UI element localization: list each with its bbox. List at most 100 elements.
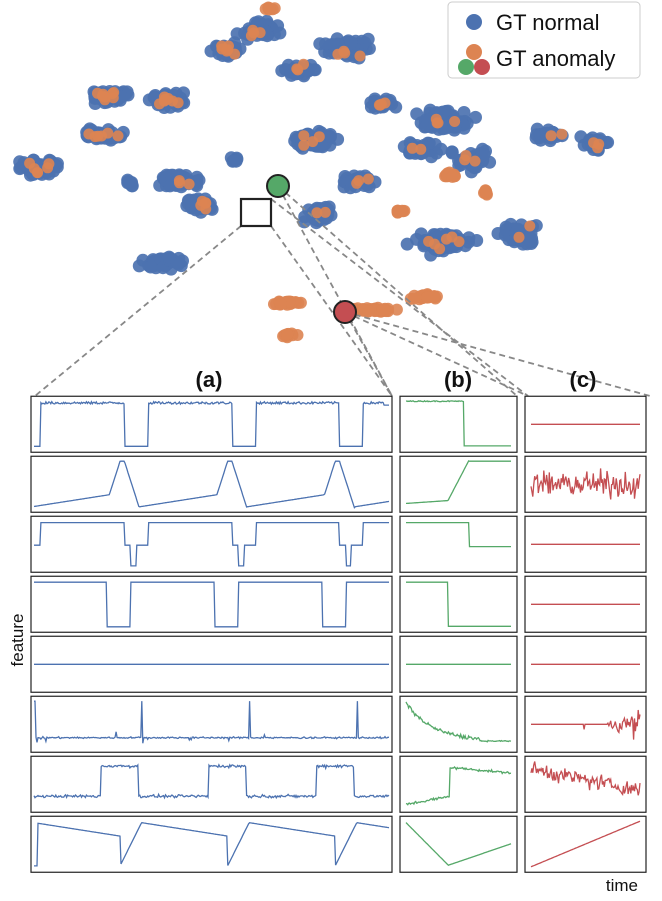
scatter-point-normal xyxy=(323,128,337,141)
subplot-b-row-5 xyxy=(399,635,518,693)
scatter-point-anomaly xyxy=(398,204,411,217)
subplot-a-row-7 xyxy=(30,755,393,813)
subplot-b-row-3 xyxy=(399,515,518,573)
subplot-b-row-6 xyxy=(399,695,518,753)
series-line-b xyxy=(406,460,511,505)
legend-c-marker xyxy=(474,59,490,75)
scatter-point-anomaly xyxy=(592,142,604,154)
scatter-point-anomaly xyxy=(24,157,36,169)
scatter-point-normal xyxy=(400,237,414,251)
series-line-a xyxy=(34,821,390,867)
series-line-a xyxy=(34,581,389,628)
subplot-a-row-5 xyxy=(30,635,393,693)
highlight-b-marker xyxy=(266,174,290,198)
scatter-point-normal xyxy=(457,106,471,119)
scatter-point-anomaly xyxy=(453,236,465,248)
series-line-b xyxy=(405,701,512,743)
series-line-c xyxy=(530,820,641,868)
scatter-point-anomaly xyxy=(167,95,178,107)
scatter-point-anomaly xyxy=(353,175,365,187)
subplot-frame xyxy=(30,575,393,633)
scatter-point-anomaly xyxy=(390,303,403,316)
highlight-c-marker xyxy=(333,300,357,324)
scatter-point-anomaly xyxy=(42,162,54,174)
scatter-point-anomaly xyxy=(200,197,212,209)
scatter-point-anomaly xyxy=(313,131,325,143)
subplot-b-row-7 xyxy=(399,755,518,813)
subplot-frame xyxy=(30,455,393,513)
x-axis-label: time xyxy=(606,876,638,895)
zoom-box xyxy=(239,197,273,228)
subplot-c-row-8 xyxy=(524,815,647,873)
subplot-b-row-8 xyxy=(399,815,518,873)
connector-line xyxy=(277,185,518,397)
scatter-point-anomaly xyxy=(460,150,472,161)
subplot-c-row-3 xyxy=(524,515,647,573)
scatter-point-normal xyxy=(424,248,438,262)
subplot-frame xyxy=(30,515,393,573)
scatter-point-anomaly xyxy=(434,243,446,255)
legend-b-marker xyxy=(458,59,474,75)
y-axis-label: feature xyxy=(8,614,27,667)
subplot-frame xyxy=(399,755,518,813)
subplot-c-row-1 xyxy=(524,395,647,453)
subplot-frame xyxy=(30,695,393,753)
scatter-point-anomaly xyxy=(298,58,309,70)
scatter-point-anomaly xyxy=(92,130,104,142)
scatter-point-normal xyxy=(421,113,435,127)
legend-normal-label: GT normal xyxy=(496,10,600,35)
scatter-point-anomaly xyxy=(440,233,452,245)
scatter-point-anomaly xyxy=(99,91,111,103)
series-line-b xyxy=(406,581,511,627)
legend-normal-marker xyxy=(466,14,482,30)
scatter-point-anomaly xyxy=(108,87,120,98)
scatter-point-normal xyxy=(13,155,27,169)
panel-a-title: (a) xyxy=(196,367,223,392)
scatter-point-normal xyxy=(271,19,285,33)
series-line-a xyxy=(33,763,390,800)
legend-anomaly-label: GT anomaly xyxy=(496,46,615,71)
scatter-point-anomaly xyxy=(319,206,331,218)
scatter-point-anomaly xyxy=(183,178,195,190)
scatter-point-anomaly xyxy=(173,175,185,187)
subplot-c-row-5 xyxy=(524,635,647,693)
scatter-point-anomaly xyxy=(449,116,461,127)
scatter-point-anomaly xyxy=(362,173,374,185)
scatter-point-anomaly xyxy=(338,45,350,57)
subplot-frame xyxy=(399,815,518,873)
scatter-point-anomaly xyxy=(362,305,375,318)
panel-b-title: (b) xyxy=(444,367,472,392)
scatter-point-anomaly xyxy=(556,128,568,140)
scatter-point-anomaly xyxy=(31,167,43,179)
subplot-frame xyxy=(30,815,393,873)
subplot-b-row-4 xyxy=(399,575,518,633)
series-line-a xyxy=(34,400,389,447)
scatter-point-normal xyxy=(226,154,240,168)
scatter-point-normal xyxy=(577,138,591,152)
scatter-point-normal xyxy=(601,135,615,149)
scatter-point-anomaly xyxy=(407,292,420,305)
scatter-point-anomaly xyxy=(83,128,95,140)
connector-line xyxy=(344,311,529,397)
connector-line xyxy=(344,311,651,397)
scatter-point-normal xyxy=(313,37,327,51)
scatter-point-anomaly xyxy=(431,117,443,129)
scatter-point-anomaly xyxy=(229,48,241,60)
subplot-frame xyxy=(399,575,518,633)
scatter-point-anomaly xyxy=(524,220,536,232)
series-line-c xyxy=(530,761,641,797)
scatter-point-normal xyxy=(121,175,135,188)
scatter-point-anomaly xyxy=(263,2,276,14)
subplot-b-row-1 xyxy=(399,395,518,453)
scatter-point-normal xyxy=(275,64,289,78)
scatter-point-anomaly xyxy=(281,328,294,341)
subplot-frame xyxy=(524,755,647,813)
scatter-point-anomaly xyxy=(154,98,165,110)
scatter-point-anomaly xyxy=(415,143,427,155)
subplot-a-row-1 xyxy=(30,395,393,453)
connector-line xyxy=(270,225,393,397)
scatter-point-normal xyxy=(434,142,448,156)
scatter-point-anomaly xyxy=(377,303,390,316)
scatter-point-normal xyxy=(132,259,146,273)
scatter-point-anomaly xyxy=(406,142,418,154)
